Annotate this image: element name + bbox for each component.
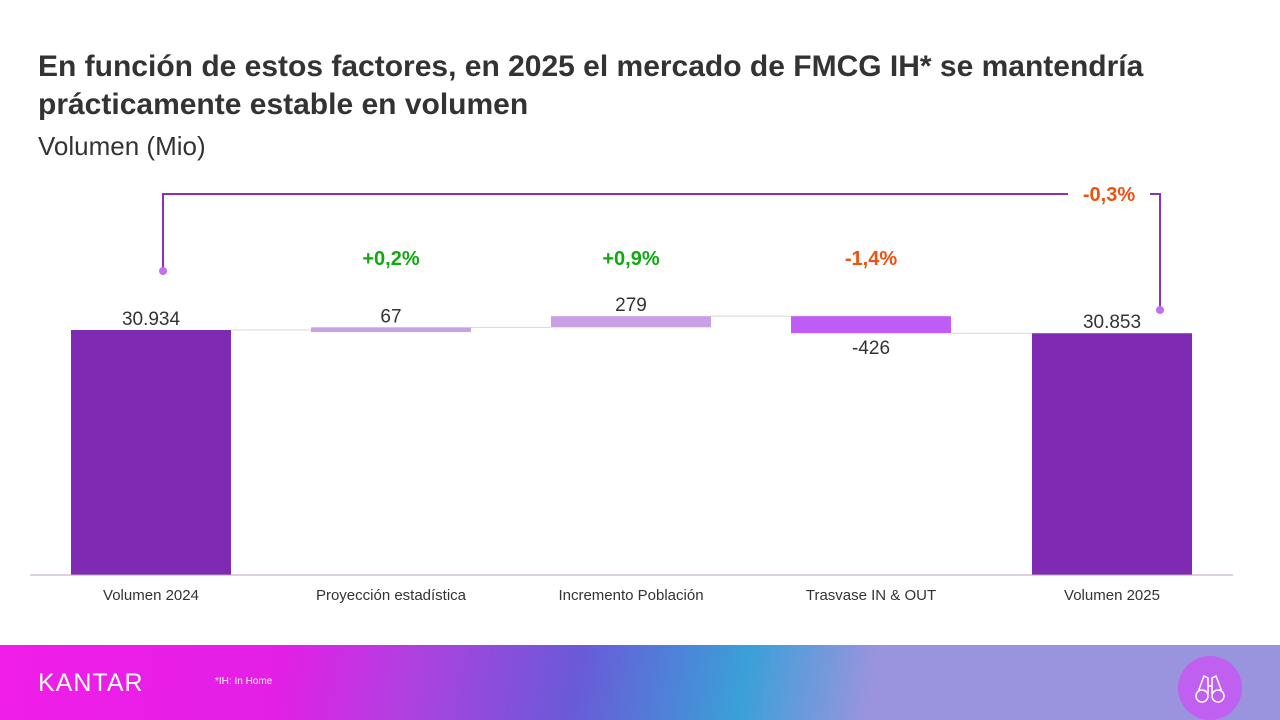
x-tick-label: Incremento Población <box>558 587 703 604</box>
total-change-label: -0,3% <box>1083 184 1135 206</box>
x-tick-label: Trasvase IN & OUT <box>806 587 936 604</box>
bracket-dot <box>159 267 167 275</box>
waterfall-chart: 30.934 Volumen 2024 67 +0,2% Proyección esta… <box>30 184 1233 604</box>
footer-banner: KANTAR *IH: In Home <box>0 645 1280 720</box>
pct-label: -1,4% <box>845 248 897 270</box>
binoculars-icon <box>1178 656 1242 720</box>
bar-1 <box>311 327 471 332</box>
pct-label: +0,2% <box>362 248 419 270</box>
value-label: 30.934 <box>122 309 181 330</box>
value-label: 279 <box>615 295 647 316</box>
x-tick-label: Volumen 2025 <box>1064 587 1160 604</box>
page-title: En función de estos factores, en 2025 el… <box>38 50 1144 121</box>
total-change-bracket <box>162 193 1161 310</box>
bar-0 <box>71 330 231 575</box>
x-tick-label: Proyección estadística <box>316 587 467 604</box>
bracket-dot <box>1156 306 1164 314</box>
x-tick-label: Volumen 2024 <box>103 587 199 604</box>
kantar-logo: KANTAR <box>38 669 144 697</box>
value-label: 30.853 <box>1083 312 1141 333</box>
value-label: 67 <box>380 306 401 327</box>
pct-label: +0,9% <box>602 248 659 270</box>
footnote: *IH: In Home <box>215 676 273 687</box>
bar-3 <box>791 316 951 334</box>
chart-subtitle: Volumen (Mio) <box>38 131 206 161</box>
value-label: -426 <box>852 338 890 359</box>
bar-2 <box>551 316 711 328</box>
bar-4 <box>1032 333 1192 575</box>
